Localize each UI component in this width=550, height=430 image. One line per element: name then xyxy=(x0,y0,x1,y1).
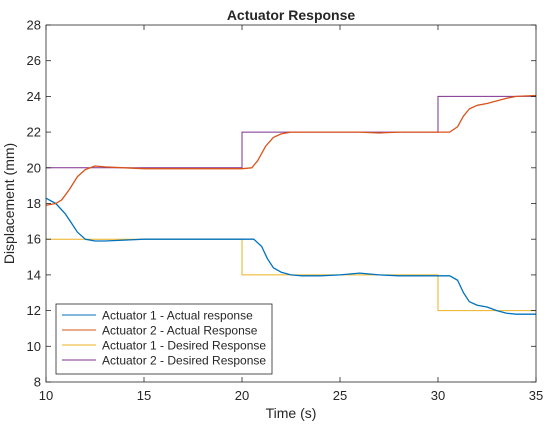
series-line xyxy=(45,197,536,315)
y-axis-label: Displacement (mm) xyxy=(1,143,17,264)
y-tick-label: 12 xyxy=(27,303,41,318)
chart-title: Actuator Response xyxy=(227,7,356,23)
legend-entry: Actuator 2 - Actual Response xyxy=(62,324,258,338)
y-tick-label: 28 xyxy=(27,18,41,33)
y-tick-label: 22 xyxy=(27,125,41,140)
legend-entry: Actuator 1 - Desired Response xyxy=(62,339,266,353)
y-tick-label: 10 xyxy=(27,339,41,354)
y-tick-label: 18 xyxy=(27,196,41,211)
y-tick-label: 8 xyxy=(34,375,41,390)
series-layer xyxy=(45,94,537,315)
legend: Actuator 1 - Actual response Actuator 2 … xyxy=(55,303,273,375)
y-tick-label: 26 xyxy=(27,53,41,68)
legend-label: Actuator 2 - Actual Response xyxy=(102,324,258,338)
x-tick-label: 25 xyxy=(333,388,347,403)
legend-label: Actuator 1 - Desired Response xyxy=(102,339,266,353)
series-line xyxy=(45,94,537,206)
x-tick-label: 20 xyxy=(235,388,249,403)
y-tick-label: 24 xyxy=(27,89,41,104)
x-tick-label: 30 xyxy=(431,388,445,403)
y-tick-label: 14 xyxy=(27,267,41,282)
x-tick-label: 15 xyxy=(137,388,151,403)
x-tick-label: 35 xyxy=(529,388,543,403)
x-tick-label: 10 xyxy=(39,388,53,403)
y-tick-label: 20 xyxy=(27,160,41,175)
y-tick-label: 16 xyxy=(27,232,41,247)
legend-entry: Actuator 1 - Actual response xyxy=(62,309,253,323)
legend-label: Actuator 2 - Desired Response xyxy=(102,354,266,368)
x-axis-label: Time (s) xyxy=(266,405,317,421)
legend-entry: Actuator 2 - Desired Response xyxy=(62,354,266,368)
legend-box xyxy=(55,303,273,375)
legend-label: Actuator 1 - Actual response xyxy=(102,309,253,323)
